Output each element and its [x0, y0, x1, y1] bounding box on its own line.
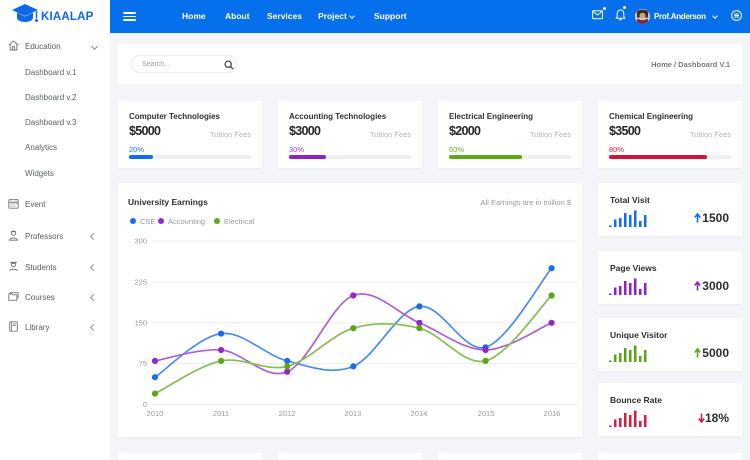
svg-text:2014: 2014 — [411, 409, 428, 418]
svg-text:75: 75 — [139, 359, 147, 368]
svg-text:300: 300 — [134, 237, 147, 246]
svg-text:2016: 2016 — [544, 409, 561, 418]
svg-text:2011: 2011 — [213, 409, 229, 418]
svg-text:2015: 2015 — [478, 409, 495, 418]
svg-text:225: 225 — [134, 277, 147, 286]
svg-text:0: 0 — [143, 400, 147, 409]
svg-text:2013: 2013 — [345, 409, 362, 418]
svg-text:2012: 2012 — [279, 409, 296, 418]
svg-text:150: 150 — [134, 318, 147, 327]
svg-text:2010: 2010 — [147, 409, 164, 418]
